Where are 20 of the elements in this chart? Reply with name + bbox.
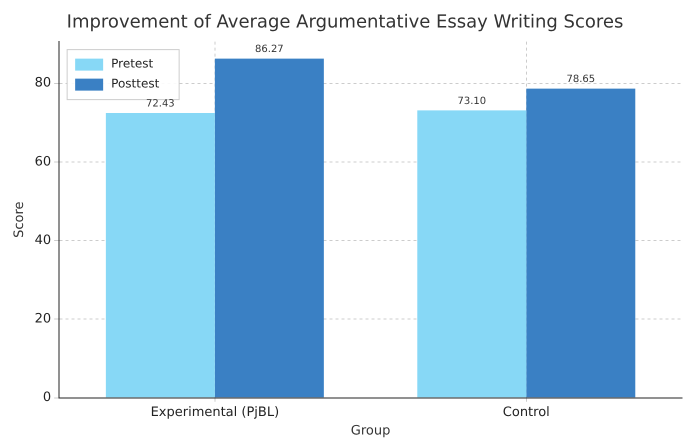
bar [526,88,636,398]
bar [214,58,324,398]
y-tick-label: 20 [34,312,52,327]
x-axis-title: Group [350,424,390,439]
data-label: 72.43 [146,98,175,110]
legend-label: Posttest [111,76,160,91]
x-tick-label: Experimental (PjBL) [150,404,280,420]
data-label: 86.27 [255,44,284,56]
data-label: 78.65 [566,74,596,86]
bar [106,113,215,398]
y-axis-title: Score [12,201,28,238]
y-tick-label: 60 [34,154,52,170]
y-tick-label: 40 [34,232,52,248]
y-tick-label: 0 [42,390,52,406]
chart-title: Improvement of Average Argumentative Essay Writing Scores [66,11,624,32]
y-tick-label: 80 [34,76,52,91]
data-label: 73.10 [457,96,486,107]
x-tick-label: Control [502,404,550,420]
bar [417,110,526,398]
legend-label: Pretest [111,56,154,71]
